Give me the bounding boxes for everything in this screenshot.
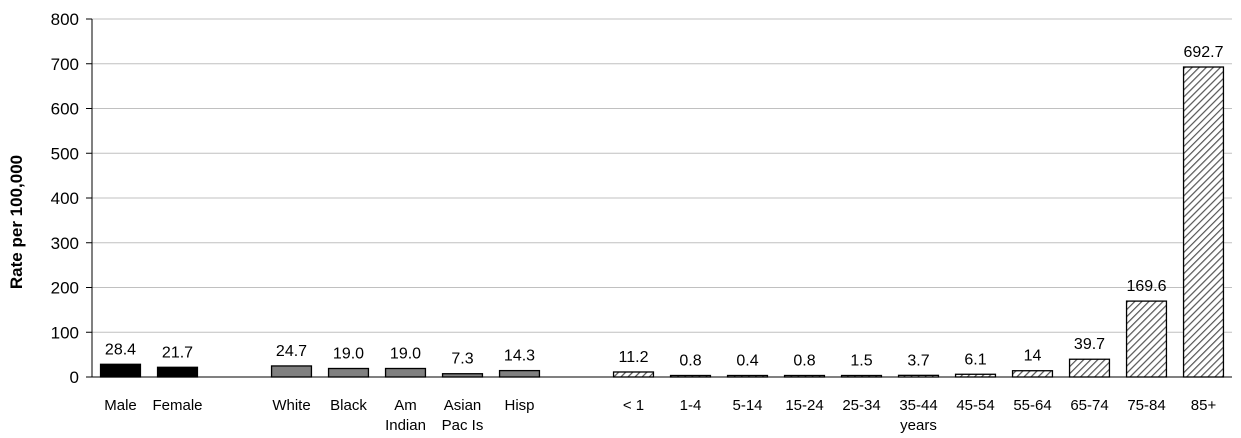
data-label: 0.8 (793, 353, 815, 370)
y-tick-label: 800 (51, 10, 79, 29)
x-tick-label: 55-64 (1013, 397, 1051, 414)
y-tick-label: 300 (51, 234, 79, 253)
x-tick-label: Male (104, 397, 137, 414)
bar (99, 363, 142, 378)
bar (441, 373, 484, 378)
gridlines (92, 18, 1232, 333)
bar (1011, 370, 1054, 378)
data-label: 7.3 (451, 351, 473, 368)
bar (783, 374, 826, 378)
data-label: 0.8 (679, 353, 701, 370)
bars (99, 66, 1225, 378)
data-label: 6.1 (964, 351, 986, 368)
bar (384, 367, 427, 378)
labels: 0 100 200 300 400 500 600 700 800 28.4 Male 21.7 Fem… (51, 10, 1224, 434)
data-label: 39.7 (1074, 336, 1105, 353)
y-tick-label: 700 (51, 55, 79, 74)
data-label: 14 (1024, 348, 1042, 365)
bar (954, 373, 997, 378)
x-tick-label: 1-4 (680, 397, 702, 414)
x-tick-label: 25-34 (842, 397, 880, 414)
bar (840, 374, 883, 378)
data-label: 24.7 (276, 343, 307, 360)
data-label: 692.7 (1183, 44, 1223, 61)
x-tick-label: White (272, 397, 310, 414)
y-tick-label: 600 (51, 100, 79, 119)
y-axis-title: Rate per 100,000 (7, 155, 26, 289)
bar (1125, 300, 1168, 378)
data-label: 14.3 (504, 348, 535, 365)
x-tick-label: Pac Is (442, 417, 484, 434)
bar (669, 374, 712, 378)
data-label: 19.0 (333, 345, 364, 362)
bar (1182, 66, 1225, 378)
x-tick-label: 45-54 (956, 397, 994, 414)
x-tick-label: Black (330, 397, 367, 414)
bar (897, 374, 940, 378)
bar (327, 367, 370, 378)
group-sublabel: years (900, 417, 937, 434)
x-tick-label: Asian (444, 397, 482, 414)
x-tick-label: 15-24 (785, 397, 823, 414)
bar (726, 374, 769, 378)
data-label: 1.5 (850, 353, 872, 370)
bar (612, 371, 655, 378)
x-tick-label: 85+ (1191, 397, 1217, 414)
x-tick-label: 65-74 (1070, 397, 1108, 414)
data-label: 28.4 (105, 341, 136, 358)
data-label: 3.7 (907, 352, 929, 369)
y-tick-label: 400 (51, 189, 79, 208)
bar (498, 369, 541, 378)
data-label: 0.4 (736, 353, 758, 370)
x-tick-label: 5-14 (732, 397, 762, 414)
bar (1068, 358, 1111, 378)
data-label: 19.0 (390, 345, 421, 362)
bar (270, 365, 313, 378)
x-tick-label: Am (394, 397, 417, 414)
y-tick-label: 0 (70, 368, 79, 387)
y-tick-label: 500 (51, 144, 79, 163)
bar (156, 366, 199, 378)
x-tick-label: < 1 (623, 397, 644, 414)
x-tick-label: 75-84 (1127, 397, 1165, 414)
data-label: 169.6 (1126, 278, 1166, 295)
x-tick-label: Indian (385, 417, 426, 434)
y-tick-label: 100 (51, 323, 79, 342)
y-tick-label: 200 (51, 279, 79, 298)
x-tick-label: Hisp (504, 397, 534, 414)
x-tick-label: 35-44 (899, 397, 937, 414)
data-label: 21.7 (162, 344, 193, 361)
x-tick-label: Female (152, 397, 202, 414)
data-label: 11.2 (619, 349, 649, 366)
